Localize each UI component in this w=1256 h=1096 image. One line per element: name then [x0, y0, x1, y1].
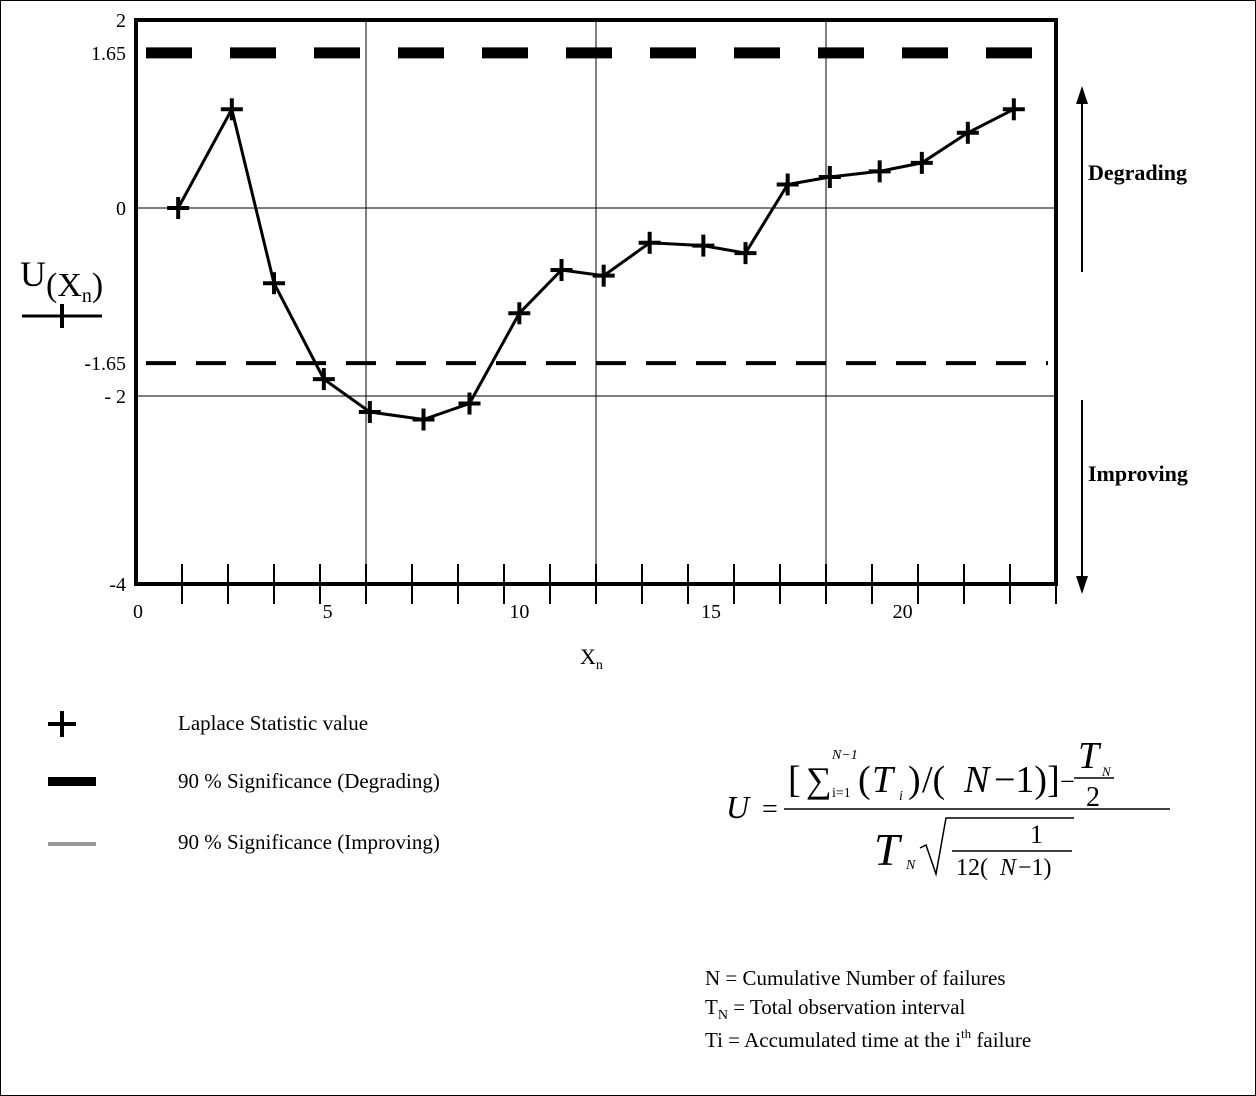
definition-notes: N = Cumulative Number of failures TN = T… — [705, 966, 1031, 1052]
legend-item-degrading: 90 % Significance (Degrading) — [178, 769, 440, 793]
data-point-marker — [508, 302, 531, 325]
data-point-marker — [312, 368, 335, 391]
data-point-marker — [910, 151, 933, 174]
improving-arrow — [1076, 400, 1088, 594]
data-point-marker — [263, 272, 285, 295]
x-tick-label: 10 — [509, 601, 529, 623]
note-n: N = Cumulative Number of failures — [705, 966, 1006, 990]
legend-plus-icon — [48, 711, 76, 737]
x-axis-label: Xn — [580, 644, 603, 673]
data-point-marker — [550, 259, 573, 282]
x-tick-label: 20 — [893, 601, 913, 623]
y-axis-label: U(Xn) — [20, 254, 103, 307]
svg-text:∑: ∑ — [806, 760, 832, 800]
legend-item-improving: 90 % Significance (Improving) — [178, 830, 440, 854]
data-point-marker — [458, 392, 481, 415]
x-tick-label: 5 — [323, 601, 333, 623]
data-point-marker — [358, 400, 381, 423]
data-point-marker — [868, 160, 891, 183]
svg-text:N: N — [999, 855, 1018, 881]
y-label-legend-marker — [22, 304, 102, 328]
svg-text:/(: /( — [922, 759, 945, 801]
improving-label: Improving — [1088, 461, 1188, 486]
y-tick-label: 2 — [116, 10, 126, 32]
svg-text:[: [ — [788, 759, 801, 801]
reference-lines — [146, 47, 1048, 366]
data-point-marker — [956, 121, 979, 144]
x-tick-label: 15 — [701, 601, 721, 623]
svg-text:): ) — [908, 759, 921, 801]
data-point-marker — [412, 408, 435, 431]
svg-text:i: i — [899, 789, 903, 804]
data-point-marker — [592, 264, 615, 287]
svg-text:N: N — [1101, 764, 1112, 779]
data-point-marker — [220, 98, 243, 121]
degrading-label: Degrading — [1088, 160, 1187, 185]
svg-text:12(: 12( — [956, 855, 988, 881]
svg-text:N−1: N−1 — [831, 748, 858, 763]
svg-text:N: N — [905, 858, 916, 873]
laplace-formula: U = [ ∑ N−1 i=1 ( T i ) /( N −1)] − T N … — [726, 735, 1170, 881]
x-tick-labels: 0 5 10 15 20 — [133, 601, 913, 623]
data-point-marker — [776, 173, 799, 196]
svg-text:i=1: i=1 — [832, 786, 851, 801]
laplace-markers — [167, 98, 1025, 431]
legend: Laplace Statistic value 90 % Significanc… — [48, 711, 440, 854]
y-tick-label: -4 — [109, 574, 126, 596]
note-ti: Ti = Accumulated time at the ith failure — [705, 1026, 1031, 1052]
svg-text:T: T — [1078, 735, 1102, 777]
y-tick-label: - 2 — [104, 386, 126, 408]
data-point-marker — [734, 242, 757, 265]
svg-text:T: T — [872, 759, 896, 801]
svg-text:N: N — [963, 759, 992, 801]
svg-text:2: 2 — [1086, 782, 1100, 813]
y-tick-labels: 2 1.65 0 -1.65 - 2 -4 — [84, 10, 126, 596]
svg-text:−1): −1) — [1018, 855, 1052, 881]
svg-text:−1)]: −1)] — [994, 759, 1060, 801]
svg-text:=: = — [762, 794, 778, 825]
legend-thin-bar-icon — [48, 842, 96, 846]
svg-text:1: 1 — [1030, 820, 1043, 849]
data-point-marker — [692, 234, 715, 257]
svg-text:−: − — [1060, 767, 1075, 796]
note-tn: TN = Total observation interval — [705, 995, 966, 1023]
svg-text:U: U — [726, 789, 751, 825]
svg-text:T: T — [874, 824, 903, 875]
svg-text:(: ( — [858, 759, 871, 801]
data-point-marker — [638, 231, 661, 254]
data-point-marker — [167, 197, 190, 219]
data-point-marker — [1002, 98, 1025, 121]
y-tick-label: 1.65 — [91, 43, 126, 65]
x-tick-label: 0 — [133, 601, 143, 623]
legend-thick-bar-icon — [48, 777, 96, 786]
y-tick-label: 0 — [116, 198, 126, 220]
data-point-marker — [818, 165, 841, 188]
legend-item-laplace: Laplace Statistic value — [178, 711, 368, 735]
degrading-arrow — [1076, 86, 1088, 272]
y-tick-label: -1.65 — [84, 353, 126, 375]
grid-lines — [136, 20, 1056, 584]
x-tick-marks — [181, 564, 1057, 604]
